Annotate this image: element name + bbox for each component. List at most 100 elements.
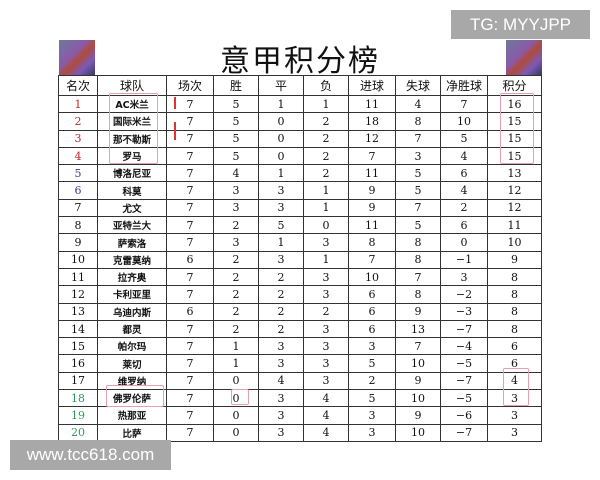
table-row: 2 国际米兰 7 5 0 2 18 8 10 15 <box>58 112 542 131</box>
cell-goals-against: 5 <box>395 164 441 183</box>
cell-lost: 1 <box>303 181 349 200</box>
cell-rank: 4 <box>58 146 98 166</box>
cell-rank: 11 <box>58 267 98 287</box>
cell-points: 3 <box>487 423 542 442</box>
cell-goal-diff: −6 <box>440 406 488 425</box>
header-points: 积分 <box>487 75 542 96</box>
cell-rank: 1 <box>58 94 98 114</box>
cell-played: 7 <box>166 337 214 356</box>
cell-team: 拉齐奥 <box>97 267 167 287</box>
cell-points: 6 <box>487 337 542 356</box>
cell-goals-against: 9 <box>395 302 441 321</box>
cell-lost: 4 <box>303 406 349 425</box>
cell-drawn: 3 <box>258 198 304 218</box>
cell-rank: 6 <box>58 181 98 200</box>
cell-won: 2 <box>213 319 259 339</box>
table-row: 1 AC米兰 7 5 1 1 11 4 7 16 <box>58 94 542 114</box>
table-row: 13 乌迪内斯 6 2 2 2 6 9 −3 8 <box>58 302 542 321</box>
cell-team: AC米兰 <box>97 94 167 114</box>
cell-goals-against: 7 <box>395 198 441 218</box>
cell-played: 7 <box>166 181 214 200</box>
cell-drawn: 3 <box>258 423 304 442</box>
cell-goal-diff: −4 <box>440 337 488 356</box>
cell-goal-diff: 10 <box>440 112 488 131</box>
cell-points: 8 <box>487 302 542 321</box>
cell-points: 15 <box>487 146 542 166</box>
cell-drawn: 2 <box>258 302 304 321</box>
cell-rank: 2 <box>58 112 98 131</box>
cell-lost: 2 <box>303 146 349 166</box>
cell-goals-against: 9 <box>395 371 441 391</box>
cell-lost: 2 <box>303 112 349 131</box>
table-row: 19 热那亚 7 0 3 4 3 9 −6 3 <box>58 406 542 425</box>
cell-team: 尤文 <box>97 198 167 218</box>
cell-team: 国际米兰 <box>97 112 167 131</box>
cell-goals-for: 10 <box>348 267 396 287</box>
table-row: 5 博洛尼亚 7 4 1 2 11 5 6 13 <box>58 164 542 183</box>
cell-won: 0 <box>213 371 259 391</box>
cell-rank: 12 <box>58 285 98 304</box>
cell-team: 比萨 <box>97 423 167 442</box>
cell-team: 亚特兰大 <box>97 216 167 235</box>
header-rank: 名次 <box>58 75 98 96</box>
cell-drawn: 2 <box>258 319 304 339</box>
cell-drawn: 1 <box>258 94 304 114</box>
cell-played: 7 <box>166 319 214 339</box>
arrow-down-icon <box>174 122 176 140</box>
table-row: 18 佛罗伦萨 7 0 3 4 5 10 −5 3 <box>58 389 542 408</box>
cell-rank: 14 <box>58 319 98 339</box>
cell-drawn: 1 <box>258 233 304 252</box>
table-row: 8 亚特兰大 7 2 5 0 11 5 6 11 <box>58 216 542 235</box>
cell-goals-against: 10 <box>395 389 441 408</box>
table-row: 17 维罗纳 7 0 4 3 2 9 −7 4 <box>58 371 542 391</box>
cell-goals-for: 7 <box>348 146 396 166</box>
table-row: 20 比萨 7 0 3 4 3 10 −7 3 <box>58 423 542 442</box>
cell-points: 8 <box>487 285 542 304</box>
cell-goals-for: 18 <box>348 112 396 131</box>
cell-goals-against: 13 <box>395 319 441 339</box>
cell-team: 克雷莫纳 <box>97 250 167 269</box>
cell-won: 3 <box>213 181 259 200</box>
table-row: 4 罗马 7 5 0 2 7 3 4 15 <box>58 146 542 166</box>
cell-goals-for: 6 <box>348 302 396 321</box>
cell-lost: 2 <box>303 129 349 148</box>
cell-lost: 1 <box>303 94 349 114</box>
page-title: 意甲积分榜 <box>220 44 380 79</box>
cell-goals-for: 5 <box>348 389 396 408</box>
header-team: 球队 <box>97 75 167 96</box>
cell-drawn: 5 <box>258 216 304 235</box>
cell-goal-diff: −7 <box>440 371 488 391</box>
cell-won: 2 <box>213 250 259 269</box>
cell-goals-against: 7 <box>395 267 441 287</box>
cell-goals-for: 9 <box>348 198 396 218</box>
cell-played: 7 <box>166 406 214 425</box>
cell-lost: 1 <box>303 250 349 269</box>
table-row: 15 帕尔玛 7 1 3 3 3 7 −4 6 <box>58 337 542 356</box>
cell-drawn: 3 <box>258 181 304 200</box>
cell-goals-against: 8 <box>395 250 441 269</box>
cell-lost: 3 <box>303 354 349 373</box>
cell-goals-for: 6 <box>348 319 396 339</box>
cell-team: 博洛尼亚 <box>97 164 167 183</box>
cell-drawn: 3 <box>258 337 304 356</box>
cell-goal-diff: −1 <box>440 250 488 269</box>
cell-goals-against: 10 <box>395 423 441 442</box>
cell-lost: 3 <box>303 371 349 391</box>
cell-goals-against: 8 <box>395 233 441 252</box>
cell-goal-diff: −7 <box>440 423 488 442</box>
cell-rank: 10 <box>58 250 98 269</box>
cell-lost: 3 <box>303 319 349 339</box>
table-row: 3 那不勒斯 7 5 0 2 12 7 5 15 <box>58 129 542 148</box>
cell-rank: 18 <box>58 389 98 408</box>
cell-points: 16 <box>487 94 542 114</box>
cell-goal-diff: 4 <box>440 181 488 200</box>
table-row: 10 克雷莫纳 6 2 3 1 7 8 −1 9 <box>58 250 542 269</box>
cell-team: 卡利亚里 <box>97 285 167 304</box>
cell-goals-against: 8 <box>395 285 441 304</box>
cell-drawn: 3 <box>258 354 304 373</box>
cell-points: 9 <box>487 250 542 269</box>
table-row: 9 萨索洛 7 3 1 3 8 8 0 10 <box>58 233 542 252</box>
cell-goals-for: 5 <box>348 354 396 373</box>
cell-drawn: 0 <box>258 112 304 131</box>
cell-goals-against: 8 <box>395 112 441 131</box>
